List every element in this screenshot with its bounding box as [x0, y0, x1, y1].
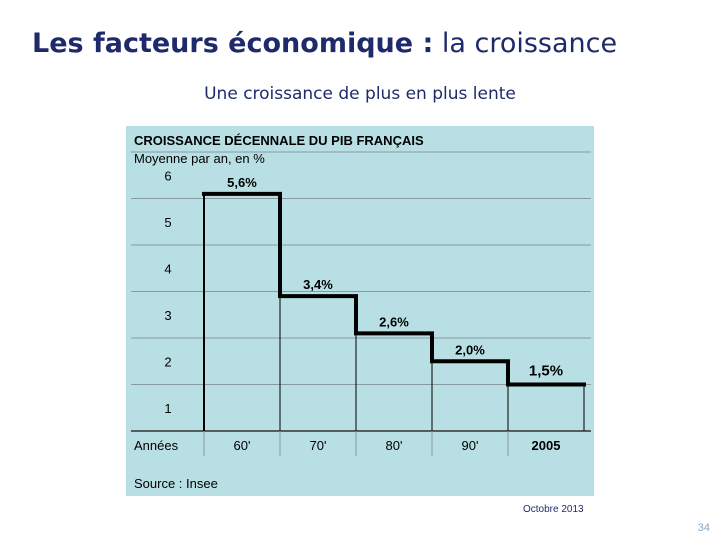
slide-subtitle: Une croissance de plus en plus lente: [204, 84, 516, 104]
data-label: 5,6%: [227, 175, 257, 190]
x-category-label: 80': [386, 438, 403, 453]
y-tick-label: 3: [164, 308, 171, 323]
data-label: 3,4%: [303, 277, 333, 292]
x-axis-title: Années: [134, 438, 179, 453]
footer-date: Octobre 2013: [523, 504, 584, 515]
chart-background: [126, 126, 594, 496]
y-tick-label: 1: [164, 401, 171, 416]
chart-source: Source : Insee: [134, 476, 218, 491]
x-category-label: 60': [234, 438, 251, 453]
slide-title-rest: la croissance: [433, 28, 618, 59]
data-labels: 5,6% 3,4% 2,6% 2,0% 1,5%: [227, 175, 563, 380]
y-tick-label: 5: [164, 215, 171, 230]
slide-title: Les facteurs économique : la croissance: [32, 28, 617, 59]
slide-title-bold: Les facteurs économique :: [32, 28, 434, 59]
step-series: [202, 191, 586, 431]
y-tick-label: 4: [164, 261, 171, 276]
chart-subtitle: Moyenne par an, en %: [134, 151, 265, 166]
x-category-label: 90': [462, 438, 479, 453]
y-axis-ticks: 1 2 3 4 5 6: [164, 168, 171, 416]
x-axis-categories: 60' 70' 80' 90' 2005: [234, 438, 561, 453]
data-label: 1,5%: [529, 363, 563, 380]
data-label: 2,0%: [455, 342, 485, 357]
x-category-label: 70': [310, 438, 327, 453]
chart-grid: [131, 151, 591, 456]
x-category-label: 2005: [532, 438, 561, 453]
gdp-growth-chart: CROISSANCE DÉCENNALE DU PIB FRANÇAIS Moy…: [126, 126, 594, 496]
y-tick-label: 6: [164, 168, 171, 183]
page-number: 34: [697, 522, 710, 534]
data-label: 2,6%: [379, 314, 409, 329]
chart-title: CROISSANCE DÉCENNALE DU PIB FRANÇAIS: [134, 133, 424, 148]
y-tick-label: 2: [164, 354, 171, 369]
